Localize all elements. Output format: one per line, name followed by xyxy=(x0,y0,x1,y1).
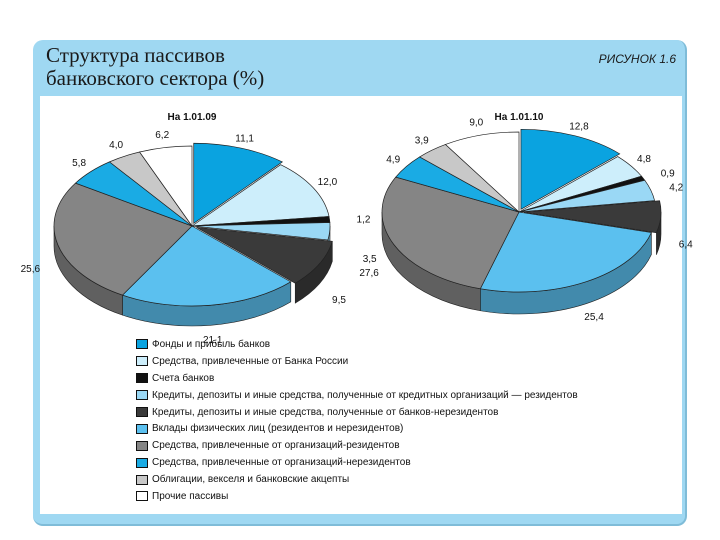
legend-item: Средства, привлеченные от организаций-не… xyxy=(136,454,676,471)
legend-item: Средства, привлеченные от организаций-ре… xyxy=(136,437,676,454)
slice-value-label: 9,0 xyxy=(469,118,483,129)
slice-value-label: 25,6 xyxy=(21,264,41,275)
slice-value-label: 4,8 xyxy=(637,154,651,165)
legend-label: Средства, привлеченные от организаций-ре… xyxy=(152,440,400,451)
legend-item: Счета банков xyxy=(136,370,676,387)
slice-value-label: 27,6 xyxy=(359,268,379,279)
pie-chart: 12,8 4,8 0,9 4,2 6,4 25,4 27,6 4,9 3,9 9,0 На 1.01… xyxy=(359,112,693,323)
legend-label: Кредиты, депозиты и иные средства, получ… xyxy=(152,390,578,401)
legend-swatch xyxy=(136,475,148,485)
legend-swatch xyxy=(136,390,148,400)
chart-title: На 1.01.09 xyxy=(168,112,217,123)
legend-item: Кредиты, депозиты и иные средства, получ… xyxy=(136,387,676,404)
legend-swatch xyxy=(136,356,148,366)
slice-value-label: 6,2 xyxy=(155,130,169,141)
slice-value-label: 4,0 xyxy=(109,140,123,151)
legend-swatch xyxy=(136,491,148,501)
legend-item: Вклады физических лиц (резидентов и нере… xyxy=(136,420,676,437)
legend-label: Облигации, векселя и банковские акцепты xyxy=(152,474,349,485)
slice-value-label: 4,9 xyxy=(386,155,400,166)
legend-label: Вклады физических лиц (резидентов и нере… xyxy=(152,423,403,434)
slice-value-label: 12,8 xyxy=(569,122,589,133)
legend-label: Фонды и прибыль банков xyxy=(152,339,270,350)
legend-label: Кредиты, депозиты и иные средства, получ… xyxy=(152,407,498,418)
legend-label: Счета банков xyxy=(152,373,214,384)
legend-label: Прочие пассивы xyxy=(152,491,228,502)
slice-value-label: 3,5 xyxy=(363,254,377,265)
slice-value-label: 11,1 xyxy=(235,134,254,145)
chart-title: На 1.01.10 xyxy=(495,112,544,123)
legend-label: Средства, привлеченные от Банка России xyxy=(152,356,348,367)
legend-swatch xyxy=(136,339,148,349)
slice-value-label: 3,9 xyxy=(415,135,429,146)
legend-item: Средства, привлеченные от Банка России xyxy=(136,353,676,370)
pie-chart: 11,112,01,23,59,521,125,65,84,06,2На 1.0… xyxy=(21,112,377,346)
chart-legend: Фонды и прибыль банков Средства, привлече… xyxy=(136,336,676,505)
legend-label: Средства, привлеченные от организаций-не… xyxy=(152,457,411,468)
slice-value-label: 4,2 xyxy=(669,182,683,193)
slice-value-label: 0,9 xyxy=(661,168,675,179)
legend-swatch xyxy=(136,407,148,417)
legend-swatch xyxy=(136,441,148,451)
legend-item: Облигации, векселя и банковские акцепты xyxy=(136,471,676,488)
legend-item: Прочие пассивы xyxy=(136,488,676,505)
slice-value-label: 5,8 xyxy=(72,158,86,169)
legend-item: Кредиты, депозиты и иные средства, получ… xyxy=(136,404,676,421)
slice-value-label: 6,4 xyxy=(679,239,693,250)
legend-swatch xyxy=(136,373,148,383)
slice-value-label: 12,0 xyxy=(318,177,338,188)
slice-value-label: 9,5 xyxy=(332,295,346,306)
slice-value-label: 1,2 xyxy=(357,214,371,225)
legend-swatch xyxy=(136,424,148,434)
legend-swatch xyxy=(136,458,148,468)
legend-item: Фонды и прибыль банков xyxy=(136,336,676,353)
slice-value-label: 25,4 xyxy=(584,312,604,323)
